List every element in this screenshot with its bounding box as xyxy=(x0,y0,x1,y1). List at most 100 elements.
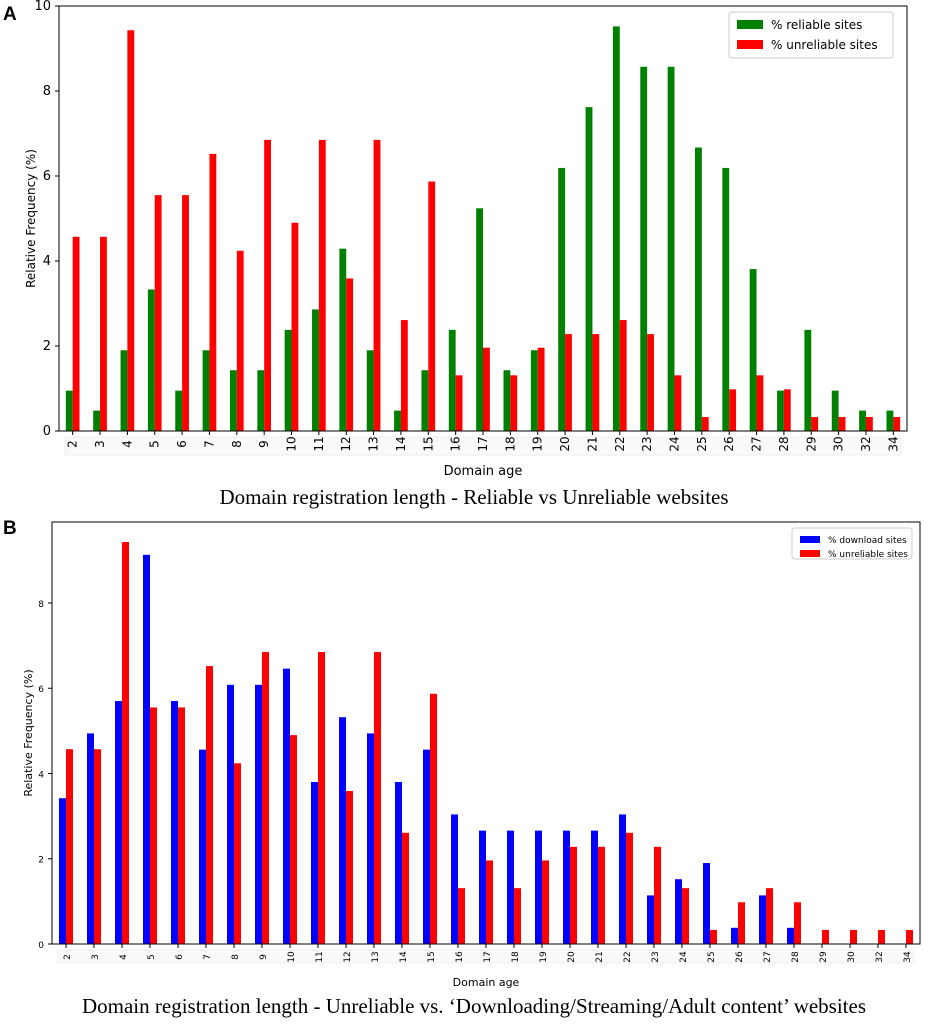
x-tick-label: 5 xyxy=(147,954,157,960)
y-tick-label: 0 xyxy=(43,424,51,439)
bar xyxy=(701,416,709,431)
bar xyxy=(283,668,290,944)
x-tick-label: 19 xyxy=(531,436,545,451)
bar xyxy=(154,195,162,431)
x-tick-label: 21 xyxy=(595,951,605,962)
x-tick-label: 2 xyxy=(66,440,80,448)
x-tick-label: 18 xyxy=(511,951,521,963)
bar xyxy=(423,749,430,944)
bar xyxy=(675,879,682,944)
x-tick-label: 10 xyxy=(285,436,299,451)
bar xyxy=(339,248,347,431)
bar xyxy=(291,222,299,431)
bar xyxy=(318,139,326,431)
bar xyxy=(72,236,80,431)
bar xyxy=(483,347,490,431)
x-tick-strip xyxy=(57,949,915,964)
bar xyxy=(115,701,122,944)
bar xyxy=(209,153,217,431)
legend-label: % unreliable sites xyxy=(828,550,908,560)
bar xyxy=(838,416,846,431)
bar xyxy=(312,309,319,431)
y-tick-label: 2 xyxy=(38,856,44,866)
legend-label: % unreliable sites xyxy=(771,38,878,52)
bar xyxy=(476,208,483,431)
x-tick-label: 22 xyxy=(623,951,633,962)
x-tick-label: 10 xyxy=(287,951,297,963)
bar xyxy=(811,416,819,431)
x-tick-label: 4 xyxy=(120,440,134,448)
y-tick-label: 0 xyxy=(38,941,44,951)
y-tick-label: 4 xyxy=(38,770,44,780)
x-tick-label: 20 xyxy=(567,951,577,963)
bar xyxy=(710,929,717,944)
bar xyxy=(563,830,570,944)
bar xyxy=(234,763,241,944)
bar xyxy=(647,334,654,431)
bar xyxy=(486,860,493,944)
x-tick-label: 27 xyxy=(750,436,764,451)
x-tick-label: 26 xyxy=(735,951,745,963)
bar xyxy=(120,350,128,431)
x-tick-label: 6 xyxy=(175,440,189,448)
bar xyxy=(804,329,812,431)
x-tick-label: 13 xyxy=(367,436,381,451)
x-tick-label: 23 xyxy=(640,436,654,451)
bar xyxy=(878,929,885,944)
bar xyxy=(514,888,521,944)
bar xyxy=(458,888,465,944)
bar xyxy=(647,895,654,944)
bar xyxy=(558,167,566,432)
x-tick-label: 24 xyxy=(667,436,681,451)
bar xyxy=(171,701,178,944)
bar xyxy=(150,707,157,944)
bar xyxy=(695,147,702,431)
x-tick-label: 25 xyxy=(695,436,709,451)
x-tick-label: 27 xyxy=(763,951,773,962)
y-tick-label: 8 xyxy=(43,84,51,99)
bar xyxy=(206,666,213,944)
bar xyxy=(787,927,794,944)
panel-b-letter: B xyxy=(3,518,17,539)
bar xyxy=(284,329,292,431)
bar xyxy=(598,846,605,944)
bar xyxy=(865,416,873,431)
y-tick-label: 2 xyxy=(43,339,51,354)
x-tick-label: 29 xyxy=(804,436,818,451)
legend-swatch xyxy=(800,550,820,557)
bar xyxy=(729,389,737,431)
x-tick-label: 11 xyxy=(315,951,325,962)
bar xyxy=(831,390,839,431)
x-tick-label: 30 xyxy=(832,436,846,451)
x-tick-label: 16 xyxy=(455,951,465,963)
x-tick-label: 34 xyxy=(903,951,913,963)
bar xyxy=(264,139,271,431)
bar xyxy=(93,410,101,431)
bar xyxy=(257,370,265,431)
bar xyxy=(612,26,620,432)
bar xyxy=(421,370,429,431)
x-tick-label: 12 xyxy=(343,951,353,962)
bar xyxy=(731,927,738,944)
bar xyxy=(510,375,518,431)
x-tick-label: 13 xyxy=(371,951,381,962)
bar xyxy=(674,375,682,431)
bar xyxy=(236,250,244,431)
bar xyxy=(400,320,408,431)
x-tick-label: 25 xyxy=(707,951,717,962)
x-tick-label: 9 xyxy=(259,954,269,960)
bar xyxy=(537,347,545,431)
bar xyxy=(94,749,101,944)
x-axis-label: Domain age xyxy=(444,464,523,479)
bar xyxy=(143,554,150,944)
x-tick-label: 8 xyxy=(230,440,244,448)
bar xyxy=(394,410,401,431)
bar xyxy=(395,782,402,944)
plot-frame xyxy=(51,521,921,945)
bar xyxy=(87,733,94,944)
y-tick-label: 6 xyxy=(38,685,44,695)
bar xyxy=(428,181,436,431)
bar xyxy=(667,66,675,432)
